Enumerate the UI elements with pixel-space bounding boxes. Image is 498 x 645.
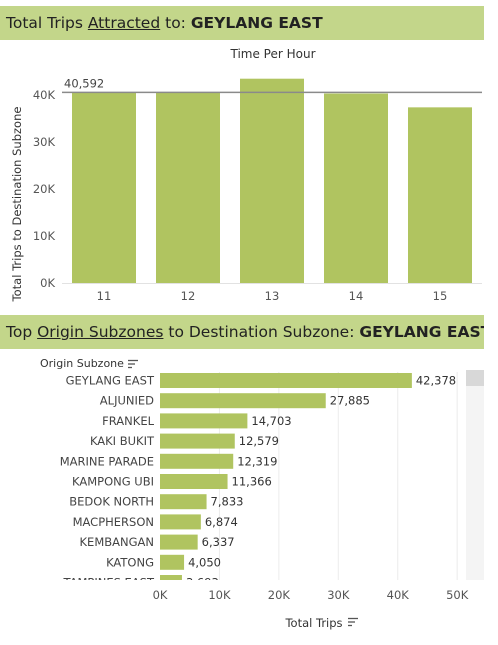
banner-mid: to Destination Subzone:: [163, 323, 360, 341]
bar-value-label: 7,833: [211, 495, 244, 509]
bar-value-label: 3,693: [186, 576, 219, 590]
x-tick-label: 20K: [268, 588, 291, 602]
bar-origin-subzone[interactable]: [160, 393, 326, 409]
origin-subzone-label[interactable]: MACPHERSON: [73, 515, 154, 529]
bar-origin-subzone[interactable]: [160, 413, 248, 429]
x-tick-label: 10K: [208, 588, 231, 602]
bar-value-label: 6,874: [205, 515, 238, 529]
y-axis-label: Total Trips to Destination Subzone: [10, 107, 24, 303]
x-tick-label: 30K: [327, 588, 350, 602]
sort-icon[interactable]: [348, 617, 358, 627]
x-tick-label: 12: [181, 289, 196, 303]
bar-hour-15[interactable]: [408, 107, 472, 283]
bar-value-label: 14,703: [251, 414, 291, 428]
origin-subzone-label[interactable]: TAMPINES EAST: [62, 576, 155, 590]
x-tick-label: 11: [97, 289, 112, 303]
origin-subzone-label[interactable]: KAKI BUKIT: [90, 434, 155, 448]
bottom-chart-banner: Top Origin Subzones to Destination Subzo…: [0, 315, 484, 349]
bar-value-label: 42,378: [416, 374, 456, 388]
banner-prefix: Total Trips: [6, 14, 88, 32]
bar-origin-subzone[interactable]: [160, 514, 201, 530]
origin-subzone-header[interactable]: Origin Subzone: [40, 357, 124, 370]
origin-subzones-chart: Origin Subzone GEYLANG EAST 42,378 ALJUNIE…: [40, 357, 469, 630]
bar-value-label: 12,579: [239, 434, 279, 448]
bar-origin-subzone[interactable]: [160, 534, 198, 550]
bar-value-label: 4,050: [188, 555, 221, 569]
origin-subzone-label[interactable]: KEMBANGAN: [80, 535, 154, 549]
x-axis-label[interactable]: Total Trips: [284, 616, 342, 630]
x-tick-label: 0K: [153, 588, 168, 602]
y-tick-label: 40K: [33, 88, 56, 102]
bar-origin-subzone[interactable]: [160, 575, 182, 590]
bar-hour-14[interactable]: [324, 93, 388, 283]
origin-subzone-label[interactable]: GEYLANG EAST: [66, 374, 155, 388]
x-tick-label: 13: [265, 289, 280, 303]
bar-hour-12[interactable]: [156, 92, 220, 283]
bar-origin-subzone[interactable]: [160, 474, 228, 489]
origin-subzone-label[interactable]: MARINE PARADE: [60, 454, 154, 468]
origin-subzone-label[interactable]: BEDOK NORTH: [69, 495, 154, 509]
destination-name: GEYLANG EAST: [190, 14, 323, 32]
origin-subzone-label[interactable]: KATONG: [106, 555, 154, 569]
y-tick-label: 0K: [40, 276, 55, 290]
bar-origin-subzone[interactable]: [160, 433, 235, 449]
x-tick-label: 14: [349, 289, 364, 303]
chart-title: Time Per Hour: [229, 47, 315, 61]
x-tick-label: 50K: [446, 588, 469, 602]
origin-subzones-link[interactable]: Origin Subzones: [37, 323, 164, 341]
list-scrollbar[interactable]: [466, 370, 484, 580]
bar-origin-subzone[interactable]: [160, 373, 412, 388]
bar-hour-11[interactable]: [72, 92, 136, 283]
y-tick-label: 30K: [33, 135, 56, 149]
bar-origin-subzone[interactable]: [160, 453, 234, 469]
reference-line-label: 40,592: [64, 76, 104, 90]
attracted-link[interactable]: Attracted: [87, 14, 161, 32]
hourly-trips-chart: Time Per Hour Total Trips to Destination…: [10, 47, 482, 303]
origin-subzone-label[interactable]: FRANKEL: [102, 414, 154, 428]
bar-hour-13[interactable]: [240, 78, 304, 283]
bar-value-label: 6,337: [202, 535, 235, 549]
y-tick-label: 10K: [33, 229, 56, 243]
sort-icon[interactable]: [128, 359, 138, 369]
destination-name: GEYLANG EAST: [359, 323, 484, 341]
banner-prefix: Top: [6, 323, 38, 341]
origin-subzone-label[interactable]: ALJUNIED: [100, 394, 154, 408]
bar-value-label: 11,366: [232, 475, 272, 489]
y-tick-label: 20K: [33, 182, 56, 196]
scrollbar-thumb[interactable]: [466, 370, 484, 386]
origin-subzone-label[interactable]: KAMPONG UBI: [72, 475, 154, 489]
x-tick-label: 15: [433, 289, 448, 303]
bar-value-label: 27,885: [330, 394, 370, 408]
bar-value-label: 12,319: [237, 454, 277, 468]
banner-mid: to:: [160, 14, 191, 32]
bar-origin-subzone[interactable]: [160, 494, 207, 510]
bar-origin-subzone[interactable]: [160, 554, 185, 570]
top-chart-banner: Total Trips Attracted to: GEYLANG EAST: [0, 6, 484, 40]
x-tick-label: 40K: [387, 588, 410, 602]
